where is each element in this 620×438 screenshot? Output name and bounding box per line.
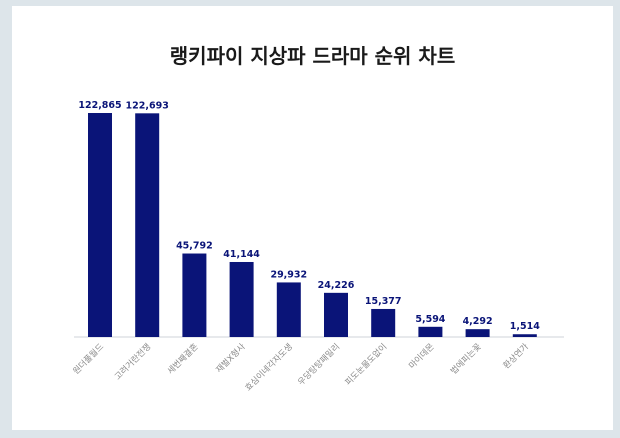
- value-label-1: 122,865: [78, 100, 121, 111]
- category-label-5: 효심이네각자도생: [243, 341, 295, 393]
- category-label-9: 법에피는꽃: [448, 341, 484, 377]
- chart-title: 랭키파이 지상파 드라마 순위 차트: [169, 44, 456, 68]
- value-label-9: 4,292: [463, 316, 493, 327]
- category-label-2: 고려거란전쟁: [112, 341, 153, 382]
- value-label-7: 15,377: [365, 296, 402, 307]
- value-label-2: 122,693: [126, 100, 169, 111]
- bar-9: [465, 329, 490, 337]
- bar-1: [88, 113, 112, 337]
- bar-7: [371, 308, 396, 337]
- category-label-10: 환상연가: [501, 341, 531, 371]
- category-label-7: 피도눈물도없이: [343, 341, 389, 387]
- bar-chart: 122,865 원더풀월드 122,693 고려거란전쟁 45,792 세번째결혼 41,1…: [71, 100, 564, 393]
- bar-2: [135, 113, 160, 337]
- bar-6: [324, 292, 348, 337]
- category-label-3: 세번째결혼: [165, 341, 201, 377]
- chart-card: 랭키파이 지상파 드라마 순위 차트 122,865 원더풀월드 122,693 고려…: [12, 6, 613, 430]
- value-label-6: 24,226: [318, 280, 355, 291]
- bar-4: [229, 261, 254, 337]
- category-label-8: 마이데몬: [407, 341, 437, 371]
- value-label-4: 41,144: [223, 249, 260, 260]
- bar-3: [182, 253, 207, 337]
- bar-8: [418, 326, 443, 337]
- value-label-5: 29,932: [270, 269, 307, 280]
- bar-5: [276, 282, 301, 337]
- category-label-6: 우당탕탕패밀리: [296, 341, 342, 387]
- category-label-1: 원더풀월드: [71, 341, 107, 377]
- category-label-4: 재벌X형사: [214, 341, 248, 375]
- bar-10: [512, 334, 537, 337]
- value-label-10: 1,514: [510, 321, 540, 332]
- value-label-8: 5,594: [415, 314, 445, 325]
- value-label-3: 45,792: [176, 241, 213, 252]
